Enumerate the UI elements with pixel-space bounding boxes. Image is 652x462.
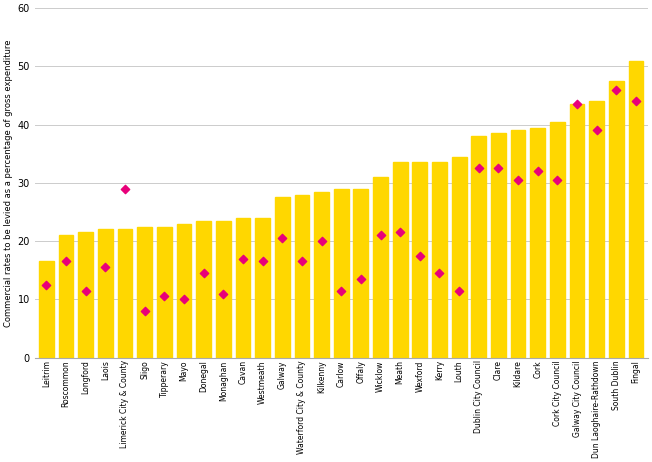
Bar	[413, 163, 427, 358]
Point	[258, 258, 268, 265]
Bar	[550, 122, 565, 358]
Point	[336, 287, 346, 294]
Bar	[59, 235, 74, 358]
Point	[493, 164, 503, 172]
Point	[140, 307, 150, 315]
Point	[415, 252, 425, 259]
Bar	[295, 195, 309, 358]
Bar	[117, 230, 132, 358]
Point	[297, 258, 307, 265]
Bar	[393, 163, 408, 358]
Point	[395, 229, 406, 236]
Bar	[334, 188, 349, 358]
Point	[159, 293, 170, 300]
Bar	[235, 218, 250, 358]
Point	[552, 176, 563, 184]
Bar	[314, 192, 329, 358]
Point	[454, 287, 464, 294]
Bar	[196, 221, 211, 358]
Bar	[570, 104, 584, 358]
Point	[120, 185, 130, 192]
Point	[513, 176, 524, 184]
Bar	[78, 232, 93, 358]
Bar	[629, 61, 644, 358]
Bar	[373, 177, 388, 358]
Bar	[177, 224, 191, 358]
Point	[376, 231, 386, 239]
Point	[80, 287, 91, 294]
Point	[198, 269, 209, 277]
Bar	[39, 261, 53, 358]
Point	[179, 296, 189, 303]
Point	[355, 275, 366, 283]
Point	[41, 281, 52, 288]
Point	[572, 101, 582, 108]
Point	[316, 237, 327, 245]
Point	[100, 264, 111, 271]
Bar	[138, 226, 152, 358]
Bar	[353, 188, 368, 358]
Bar	[216, 221, 231, 358]
Point	[434, 269, 445, 277]
Bar	[530, 128, 545, 358]
Bar	[98, 230, 113, 358]
Bar	[471, 136, 486, 358]
Bar	[589, 101, 604, 358]
Y-axis label: Commercial rates to be levied as a percentage of gross expenditure: Commercial rates to be levied as a perce…	[4, 39, 13, 327]
Bar	[511, 130, 526, 358]
Point	[631, 97, 642, 105]
Point	[533, 168, 543, 175]
Point	[61, 258, 71, 265]
Point	[473, 164, 484, 172]
Bar	[432, 163, 447, 358]
Point	[611, 86, 621, 93]
Bar	[157, 226, 171, 358]
Point	[591, 127, 602, 134]
Bar	[491, 134, 506, 358]
Bar	[275, 197, 289, 358]
Point	[218, 290, 228, 297]
Bar	[452, 157, 467, 358]
Point	[238, 255, 248, 262]
Bar	[609, 81, 624, 358]
Bar	[255, 218, 270, 358]
Point	[277, 235, 288, 242]
